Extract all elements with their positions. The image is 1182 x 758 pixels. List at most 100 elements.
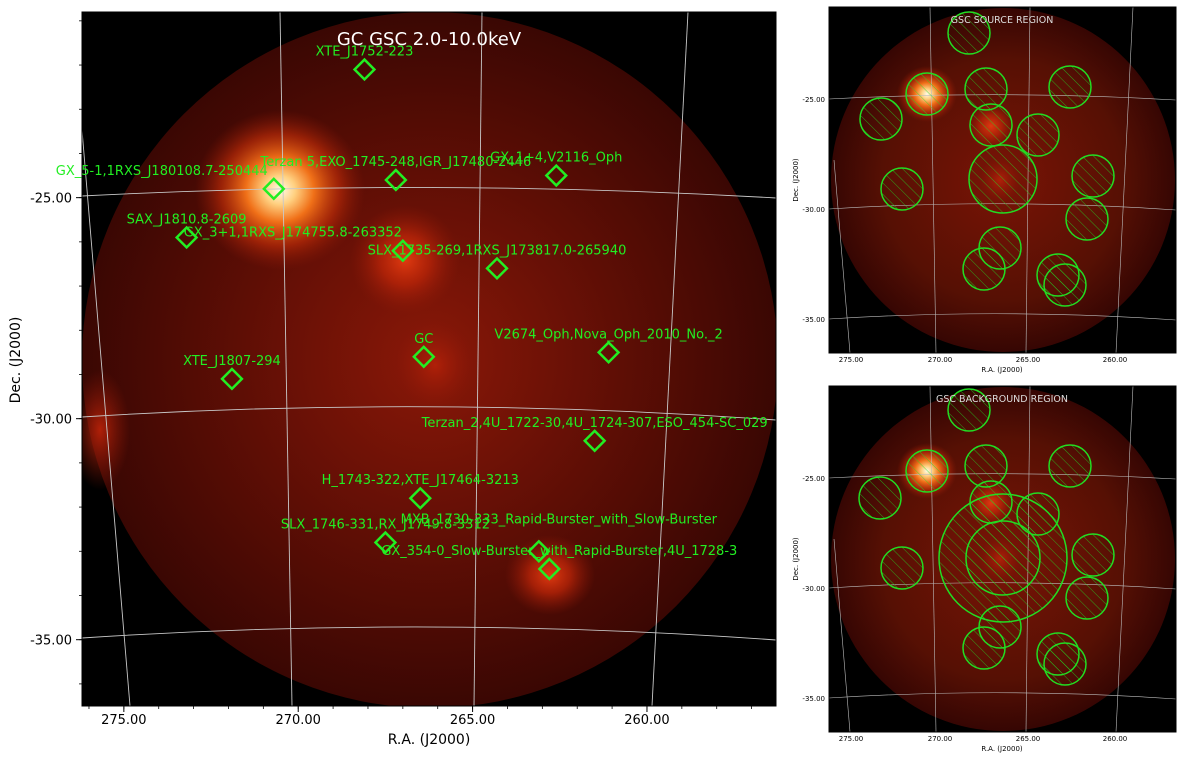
source-marker: GC [412,332,436,369]
background-y-ticks: -25.00 -30.00 -35.00 [802,475,825,703]
diamond-marker [220,367,244,391]
y-axis-label: Dec. (J2000) [8,317,24,404]
main-sky-map: GC GSC 2.0-10.0keV XTE_J1752-223 Terzan 5… [8,11,777,748]
source-marker: GX_1+4,V2116_Oph [490,151,622,188]
source-marker: XTE_J1807-294 [183,354,281,391]
source-label: H_1743-322,XTE_J17464-3213 [322,473,519,488]
x-tick-label: 275.00 [839,356,864,364]
source-marker: Terzan_2,4U_1722-30,4U_1724-307,ESO_454-… [421,416,768,453]
source-marker: GX_354-0_Slow-Burster_with_Rapid-Burster… [381,544,737,581]
x-tick-label: 265.00 [450,713,496,728]
diamond-marker [384,168,408,192]
source-marker: H_1743-322,XTE_J17464-3213 [322,473,519,510]
region-circle [962,626,1006,670]
y-tick-label: -30.00 [30,413,72,428]
source-label: SAX_J1810.8-2609 [127,212,247,227]
region-circle [1065,576,1109,620]
region-circle [968,144,1038,214]
region-circle [1043,263,1087,307]
region-circle [947,11,991,55]
diamond-marker [412,345,436,369]
region-circle [880,167,924,211]
x-tick-label: 270.00 [928,356,953,364]
source-markers: XTE_J1752-223 Terzan 5,EXO_1745-248,IGR_J… [56,44,768,581]
background-region-map: GSC BACKGROUND REGION -25.00 -30.00 -35.00… [792,385,1177,753]
source-y-ticks: -25.00 -30.00 -35.00 [802,96,825,324]
source-marker: GX_5-1,1RXS_J180108.7-250444 [56,164,286,201]
background-region-title: GSC BACKGROUND REGION [936,394,1068,405]
x-axis-label: R.A. (J2000) [388,732,471,748]
x-tick-label: 265.00 [1016,356,1041,364]
x-tick-label: 270.00 [928,735,953,743]
main-chart-title: GC GSC 2.0-10.0keV [337,29,522,50]
diamond-marker [373,530,398,555]
source-label: GC [414,332,433,347]
background-y-label: Dec. (J2000) [792,537,800,581]
source-marker: SAX_J1810.8-2609 [127,212,247,250]
y-tick-label: -30.00 [802,585,825,593]
coordinate-grid [82,12,776,706]
y-tick-label: -35.00 [802,695,825,703]
source-region-map: GSC SOURCE REGION -25.00 -30.00 -35.00 275… [792,6,1177,374]
x-tick-label: 270.00 [275,713,321,728]
source-y-label: Dec. (J2000) [792,158,800,202]
source-label: GX_354-0_Slow-Burster_with_Rapid-Burster… [381,544,737,559]
source-label: XTE_J1752-223 [316,44,414,59]
region-circle [905,449,949,493]
x-tick-label: 260.00 [1103,735,1128,743]
source-marker: GX_3+1,1RXS_J174755.8-263352 [184,226,415,263]
diamond-marker [485,256,509,281]
source-marker: V2674_Oph,Nova_Oph_2010_No._2 [494,327,723,365]
source-label: MXB_1730-333_Rapid-Burster_with_Slow-Bur… [401,512,718,527]
diamond-marker [527,539,551,563]
region-circle [880,546,924,590]
source-marker: SLX_1746-331,RX_J1749.8-3312 [281,517,490,555]
diamond-marker [596,340,621,365]
source-marker: MXB_1730-333_Rapid-Burster_with_Slow-Bur… [401,512,718,563]
source-label: Terzan_2,4U_1722-30,4U_1724-307,ESO_454-… [421,416,768,431]
diamond-marker [582,429,607,453]
diamond-marker [537,557,561,581]
region-circle [965,520,1041,596]
source-label: XTE_J1807-294 [183,354,281,369]
x-tick-label: 275.00 [101,713,147,728]
y-tick-label: -25.00 [30,192,72,207]
source-x-label: R.A. (J2000) [981,366,1023,374]
region-circle [964,444,1008,488]
region-circle [962,247,1006,291]
diamond-marker [262,177,286,201]
region-circle [859,97,903,141]
x-axis-ticks: 275.00 270.00 265.00 260.00 [88,706,752,728]
source-label: GX_5-1,1RXS_J180108.7-250444 [56,164,268,179]
region-circle [1048,65,1092,109]
source-label: Terzan 5,EXO_1745-248,IGR_J17480-2446 [259,155,531,170]
x-tick-label: 275.00 [839,735,864,743]
y-tick-label: -35.00 [30,634,72,649]
source-label: SLX_1735-269,1RXS_J173817.0-265940 [368,243,627,258]
region-circle [1048,444,1092,488]
source-label: GX_1+4,V2116_Oph [490,151,622,166]
region-circle [947,388,991,432]
x-tick-label: 265.00 [1016,735,1041,743]
background-region-circles [858,388,1115,686]
diamond-marker [544,163,568,188]
source-region-circles [859,11,1115,307]
x-tick-label: 260.00 [1103,356,1128,364]
source-marker: XTE_J1752-223 [316,44,414,82]
background-x-ticks: 275.00 270.00 265.00 260.00 [839,735,1128,743]
region-circle [969,103,1013,147]
region-circle [858,476,902,520]
source-marker: Terzan 5,EXO_1745-248,IGR_J17480-2446 [259,155,531,192]
background-x-label: R.A. (J2000) [981,745,1023,753]
diamond-marker [391,239,415,263]
source-label: V2674_Oph,Nova_Oph_2010_No._2 [494,327,722,342]
x-tick-label: 260.00 [624,713,670,728]
region-circle [964,67,1008,111]
source-label: SLX_1746-331,RX_J1749.8-3312 [281,517,490,532]
region-circle [1071,533,1115,577]
region-circle [1071,154,1115,198]
y-axis-ticks: -25.00 -30.00 -35.00 [30,20,82,685]
source-label: GX_3+1,1RXS_J174755.8-263352 [184,226,402,241]
source-x-ticks: 275.00 270.00 265.00 260.00 [839,356,1128,364]
diamond-marker [408,486,432,510]
